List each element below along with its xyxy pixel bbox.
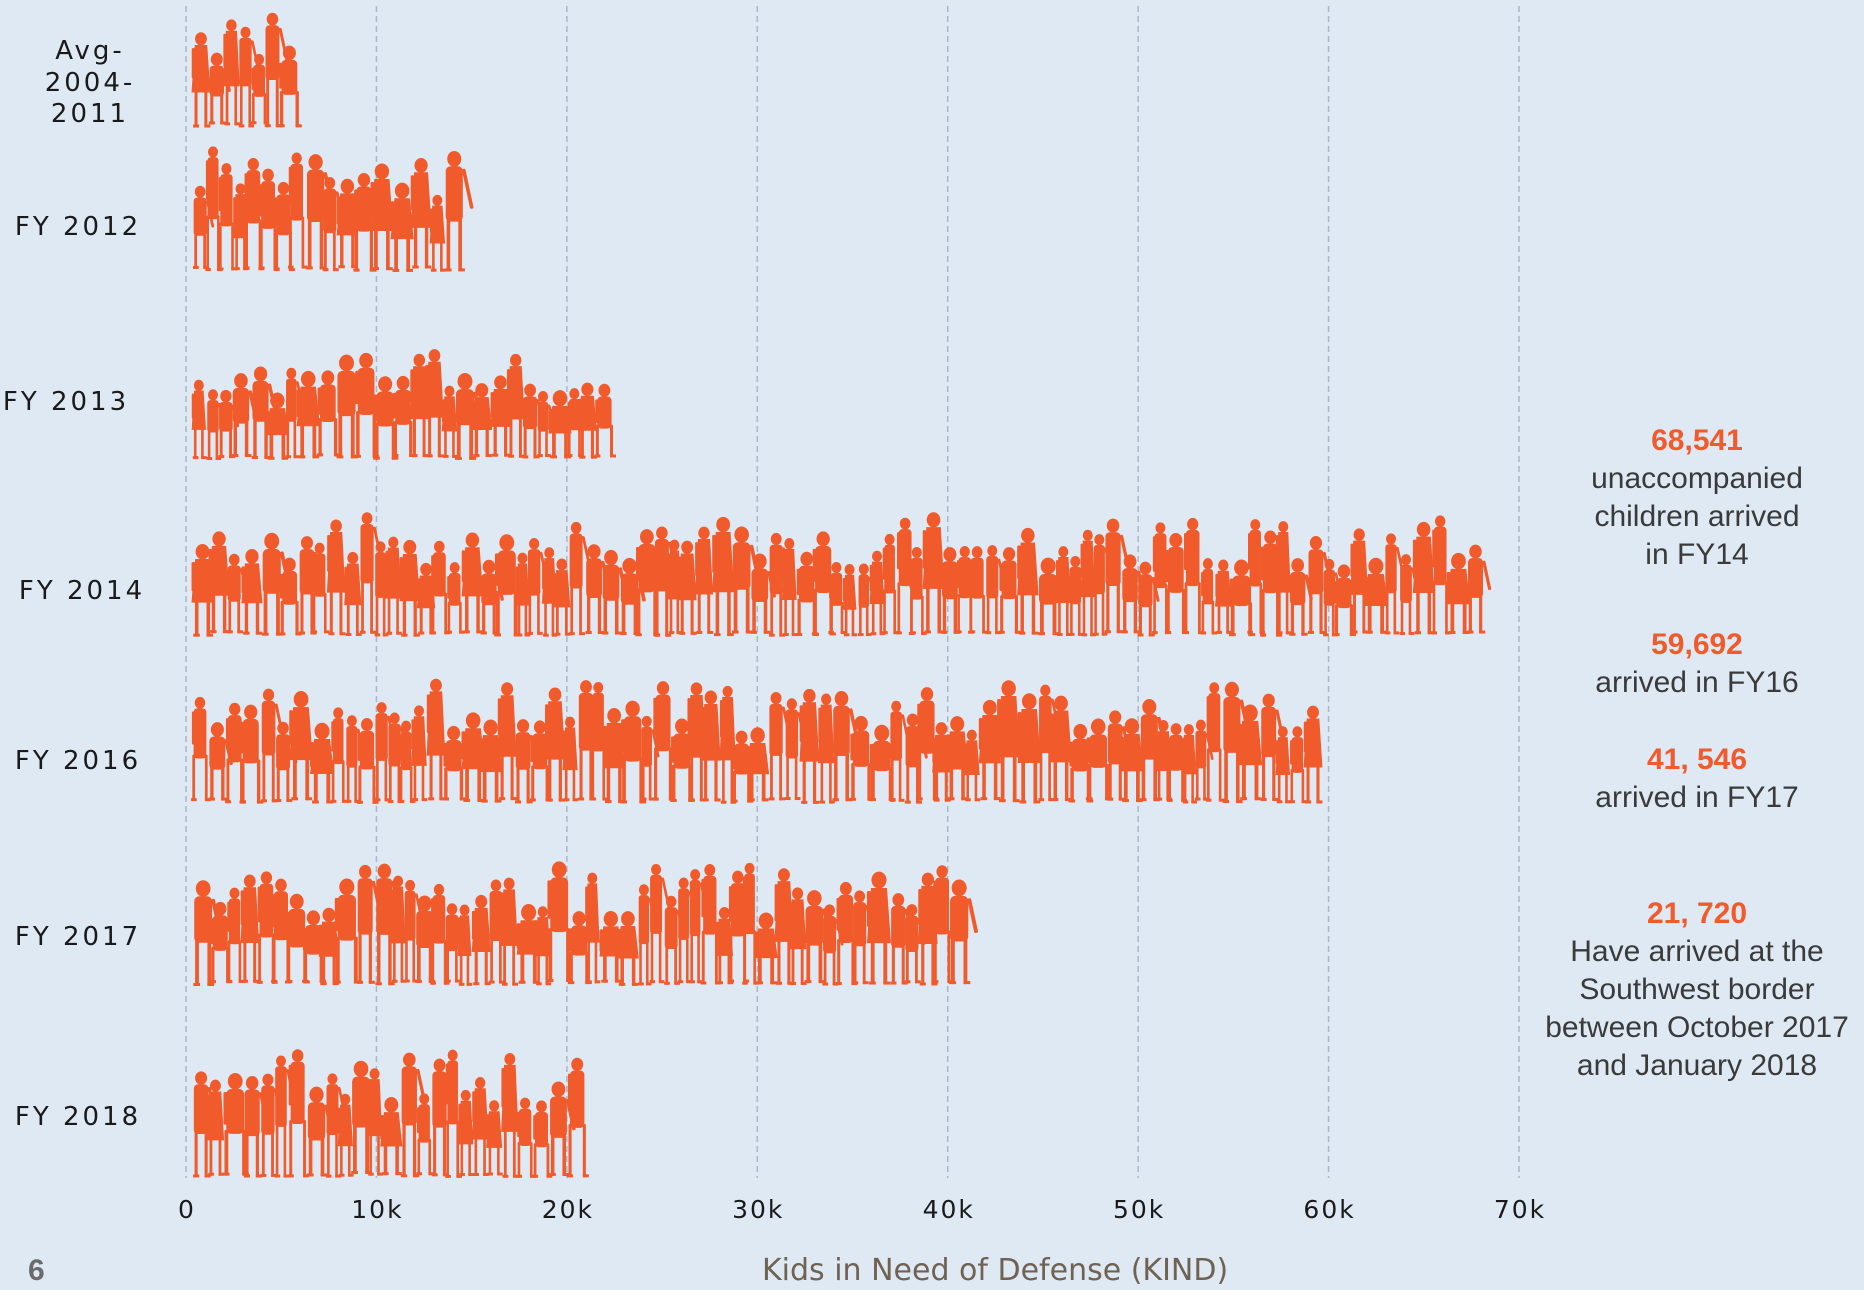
bar-fy-2017 <box>193 861 978 986</box>
page-number: 6 <box>28 1254 45 1287</box>
x-tick-label-50k: 50k <box>1113 1195 1165 1224</box>
annotation-text-line: arrived in FY16 <box>1595 666 1798 699</box>
annotation-value: 59,692 <box>1651 628 1743 661</box>
x-axis-tick-labels: 0 10k 20k 30k 40k 50k 60k 70k <box>178 1195 1546 1224</box>
category-labels: Avg-2004-2011 FY 2012 FY 2013 FY 2014 FY 201… <box>3 36 145 1132</box>
annotation-text-line: Have arrived at the <box>1570 935 1823 968</box>
category-label-3: FY 2014 <box>19 576 145 606</box>
bar-fy-2014 <box>191 512 1492 637</box>
x-tick-label-0: 0 <box>178 1195 196 1224</box>
annotation-3: 21, 720 Have arrived at the Southwest bord… <box>1545 897 1849 1082</box>
x-tick-label-10k: 10k <box>351 1195 403 1224</box>
annotation-value: 41, 546 <box>1647 743 1747 776</box>
annotation-text-line: unaccompanied <box>1591 462 1803 495</box>
x-tick-label-20k: 20k <box>542 1195 594 1224</box>
annotation-1: 59,692 arrived in FY16 <box>1595 628 1798 699</box>
category-label-0: Avg-2004-2011 <box>45 36 136 129</box>
category-label-5: FY 2017 <box>15 922 141 952</box>
annotation-0: 68,541 unaccompanied children arrived in FY… <box>1591 424 1803 571</box>
annotation-text-line: arrived in FY17 <box>1595 781 1798 814</box>
annotation-text-line: and January 2018 <box>1577 1049 1817 1082</box>
annotations: 68,541 unaccompanied children arrived in FY… <box>1545 424 1849 1082</box>
x-tick-label-70k: 70k <box>1494 1195 1546 1224</box>
bar-fy-2013 <box>191 349 617 460</box>
category-label-1: FY 2012 <box>15 212 141 242</box>
x-tick-label-40k: 40k <box>923 1195 975 1224</box>
bar-fy-2018 <box>193 1049 589 1178</box>
category-label-2: FY 2013 <box>3 387 129 417</box>
figure-bars <box>191 12 1492 1178</box>
annotation-text-line: children arrived <box>1594 500 1799 533</box>
annotation-text-line: Southwest border <box>1579 973 1814 1006</box>
bar-avg-2004-2011 <box>191 12 302 128</box>
bar-fy-2016 <box>191 678 1323 804</box>
annotation-value: 68,541 <box>1651 424 1743 457</box>
annotation-text-line: in FY14 <box>1645 538 1748 571</box>
annotation-text-line: between October 2017 <box>1545 1011 1849 1044</box>
annotation-value: 21, 720 <box>1647 897 1747 930</box>
bar-fy-2012 <box>192 146 474 272</box>
x-tick-label-30k: 30k <box>732 1195 784 1224</box>
source-caption: Kids in Need of Defense (KIND) <box>762 1253 1229 1288</box>
category-label-4: FY 2016 <box>15 746 141 776</box>
x-tick-label-60k: 60k <box>1303 1195 1355 1224</box>
annotation-2: 41, 546 arrived in FY17 <box>1595 743 1798 814</box>
category-label-6: FY 2018 <box>15 1102 141 1132</box>
